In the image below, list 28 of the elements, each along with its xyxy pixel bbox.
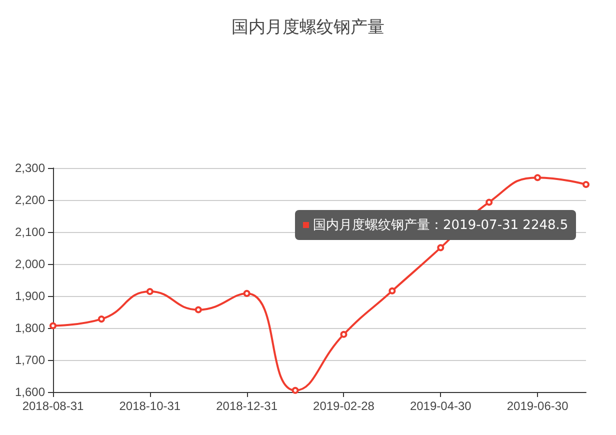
y-tick-label: 1,900: [14, 289, 46, 303]
y-tick-label: 1,600: [14, 385, 46, 399]
y-tick-label: 2,100: [14, 225, 46, 239]
point: [243, 290, 250, 297]
point: [292, 386, 299, 394]
point: [340, 330, 348, 338]
x-tick-label: 2019-04-30: [410, 399, 472, 413]
x-tick-label: 2019-02-28: [313, 399, 375, 413]
annotation: 国内月度螺纹钢产量：2019-07-31 2248.5: [313, 217, 568, 234]
x-tick-label: 2018-10-31: [119, 399, 181, 413]
y-tick-label: 1,700: [14, 353, 46, 367]
chart-title: 国内月度螺纹钢产量: [232, 18, 384, 38]
point: [194, 306, 202, 314]
y-tick-label: 2,300: [14, 161, 46, 175]
x-tick-label: 2019-06-30: [506, 399, 569, 413]
x-tick-label: 2018-12-31: [216, 399, 278, 413]
point: [534, 174, 542, 182]
point: [98, 316, 105, 323]
y-tick-label: 2,200: [14, 193, 46, 207]
x-tick-label: 2018-08-31: [22, 399, 84, 413]
point: [582, 180, 590, 188]
y-tick-label: 1,800: [14, 321, 46, 335]
point: [388, 287, 396, 294]
point: [146, 288, 154, 296]
point: [50, 322, 56, 330]
point: [486, 198, 493, 206]
point: [437, 244, 444, 252]
y-tick-label: 2,000: [14, 257, 46, 271]
